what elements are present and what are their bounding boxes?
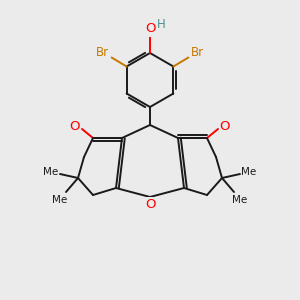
Text: Br: Br bbox=[96, 46, 109, 59]
Text: Me: Me bbox=[44, 167, 59, 177]
Text: O: O bbox=[145, 22, 155, 35]
Text: H: H bbox=[157, 19, 165, 32]
Text: Me: Me bbox=[52, 195, 68, 205]
Text: Me: Me bbox=[232, 195, 247, 205]
Text: O: O bbox=[145, 199, 155, 212]
Text: Me: Me bbox=[242, 167, 256, 177]
Text: O: O bbox=[70, 119, 80, 133]
Text: O: O bbox=[220, 119, 230, 133]
Text: Br: Br bbox=[191, 46, 204, 59]
